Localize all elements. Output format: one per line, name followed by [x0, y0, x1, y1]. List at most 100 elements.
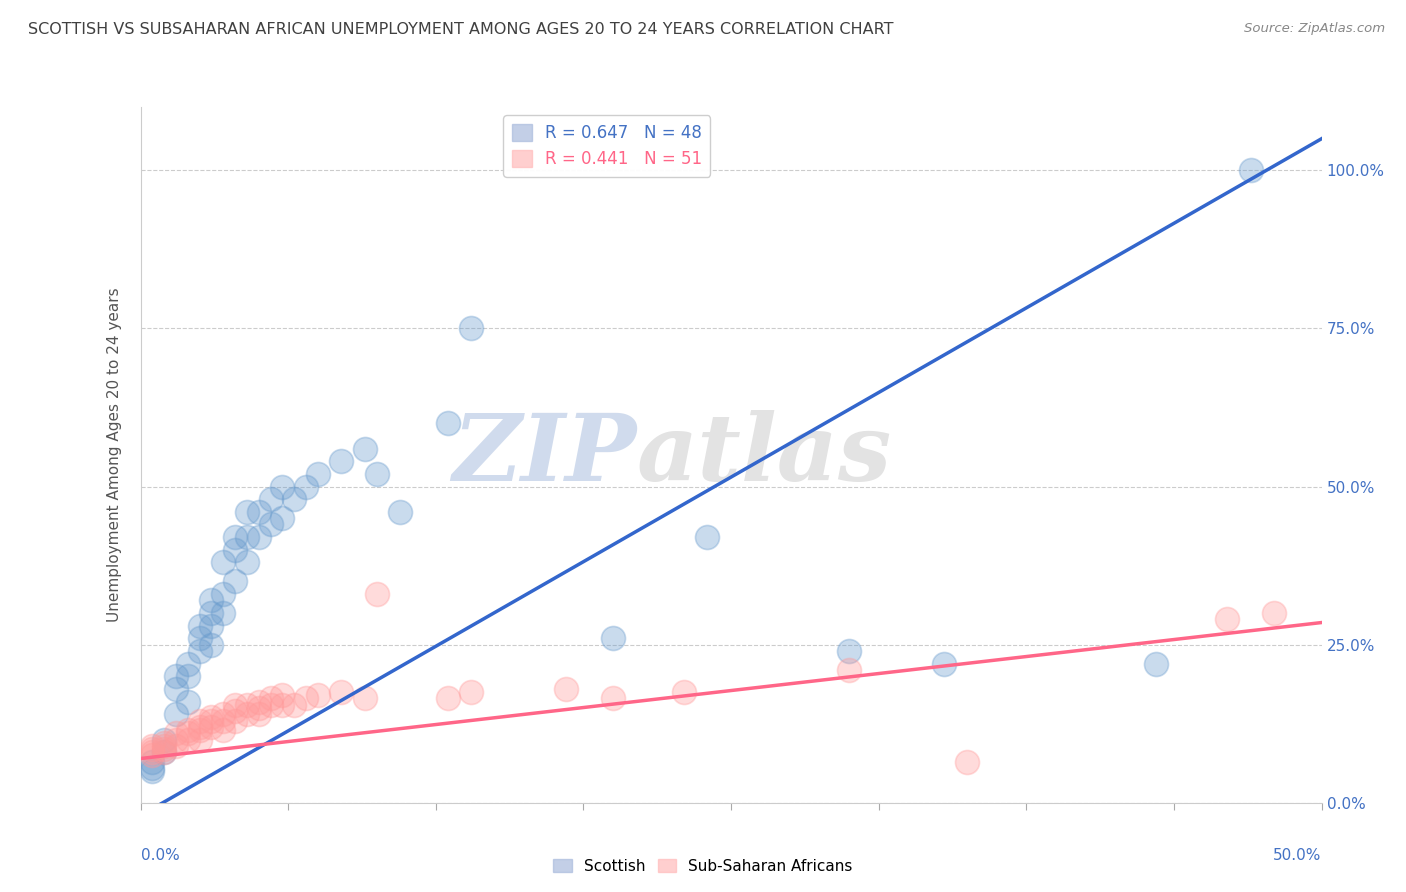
Point [188, 644, 211, 658]
Point [247, 707, 270, 722]
Text: 0.0%: 0.0% [141, 848, 180, 863]
Point [602, 632, 624, 646]
Point [153, 745, 176, 759]
Point [153, 742, 176, 756]
Point [188, 732, 211, 747]
Point [696, 530, 718, 544]
Point [366, 587, 388, 601]
Text: Source: ZipAtlas.com: Source: ZipAtlas.com [1244, 22, 1385, 36]
Point [389, 505, 412, 519]
Point [330, 454, 353, 468]
Point [460, 321, 482, 335]
Point [188, 714, 211, 728]
Point [366, 467, 388, 481]
Legend: Scottish, Sub-Saharan Africans: Scottish, Sub-Saharan Africans [547, 853, 859, 880]
Point [236, 698, 259, 712]
Point [354, 442, 377, 456]
Point [200, 618, 222, 632]
Point [188, 720, 211, 734]
Point [259, 698, 281, 712]
Point [271, 511, 294, 525]
Point [165, 669, 187, 683]
Point [436, 691, 458, 706]
Point [212, 587, 235, 601]
Point [295, 691, 318, 706]
Y-axis label: Unemployment Among Ages 20 to 24 years: Unemployment Among Ages 20 to 24 years [107, 287, 122, 623]
Point [932, 657, 955, 671]
Point [141, 764, 163, 779]
Point [141, 761, 163, 775]
Point [236, 530, 259, 544]
Point [224, 530, 246, 544]
Point [247, 505, 270, 519]
Point [212, 714, 235, 728]
Point [838, 644, 860, 658]
Text: ZIP: ZIP [453, 410, 637, 500]
Point [165, 732, 187, 747]
Point [165, 681, 187, 696]
Point [554, 681, 576, 696]
Point [188, 723, 211, 737]
Point [153, 745, 176, 759]
Point [177, 657, 200, 671]
Point [141, 748, 163, 763]
Point [177, 695, 200, 709]
Point [271, 698, 294, 712]
Point [236, 556, 259, 570]
Point [177, 723, 200, 737]
Point [177, 732, 200, 747]
Point [838, 663, 860, 677]
Point [295, 479, 318, 493]
Point [602, 691, 624, 706]
Point [330, 685, 353, 699]
Point [200, 714, 222, 728]
Text: 50.0%: 50.0% [1274, 848, 1322, 863]
Point [165, 739, 187, 753]
Point [271, 479, 294, 493]
Point [259, 691, 281, 706]
Point [200, 593, 222, 607]
Point [956, 755, 979, 769]
Point [212, 723, 235, 737]
Point [247, 695, 270, 709]
Text: atlas: atlas [637, 410, 891, 500]
Point [283, 698, 305, 712]
Point [188, 632, 211, 646]
Point [1263, 606, 1285, 620]
Point [177, 669, 200, 683]
Point [307, 467, 329, 481]
Point [153, 736, 176, 750]
Point [153, 732, 176, 747]
Point [354, 691, 377, 706]
Point [236, 505, 259, 519]
Point [212, 556, 235, 570]
Point [177, 726, 200, 740]
Point [307, 688, 329, 702]
Point [224, 704, 246, 718]
Point [141, 755, 163, 769]
Point [271, 688, 294, 702]
Point [200, 606, 222, 620]
Point [165, 726, 187, 740]
Point [247, 530, 270, 544]
Point [153, 739, 176, 753]
Point [188, 618, 211, 632]
Point [247, 701, 270, 715]
Point [165, 707, 187, 722]
Point [672, 685, 695, 699]
Point [283, 492, 305, 507]
Point [200, 710, 222, 724]
Point [460, 685, 482, 699]
Point [1144, 657, 1167, 671]
Point [224, 714, 246, 728]
Point [224, 542, 246, 557]
Point [259, 492, 281, 507]
Point [141, 739, 163, 753]
Point [224, 698, 246, 712]
Point [141, 745, 163, 759]
Point [212, 707, 235, 722]
Point [212, 606, 235, 620]
Point [200, 720, 222, 734]
Point [1240, 163, 1263, 178]
Point [236, 707, 259, 722]
